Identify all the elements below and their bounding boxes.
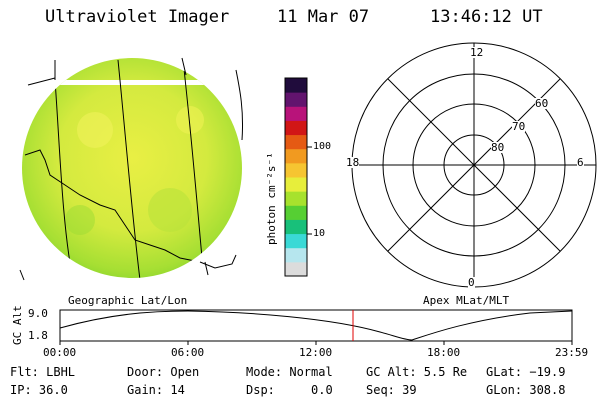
info-door: Door: Open (127, 365, 200, 379)
info-gc-alt: GC Alt: 5.5 Re (366, 365, 468, 379)
orbit-xtick-0600: 06:00 (171, 346, 205, 359)
colorbar-segment (285, 92, 307, 107)
colorbar-segment (285, 106, 307, 121)
colorbar-segment (285, 148, 307, 164)
info-mode: Mode: Normal (246, 365, 333, 379)
colorbar-segment (285, 191, 307, 206)
orbit-xtick-1200: 12:00 (299, 346, 333, 359)
info-dsp: Dsp: 0.0 (246, 383, 333, 397)
info-glon: GLon: 308.8 (486, 383, 566, 397)
orbit-altitude-curve (59, 310, 573, 341)
info-seq: Seq: 39 (366, 383, 417, 397)
colorbar-tick-10: 10 (313, 228, 326, 239)
colorbar-segment (285, 78, 307, 93)
colorbar-segment (285, 233, 307, 249)
colorbar-tick-100: 100 (313, 141, 332, 152)
orbit-ytick-bottom: 1.8 (28, 329, 48, 342)
polar-ring-60: 60 (535, 97, 549, 110)
info-glat: GLat: −19.9 (486, 365, 566, 379)
colorbar-segment (285, 134, 307, 150)
polar-label-6: 6 (577, 156, 584, 169)
colorbar-segment (285, 205, 307, 220)
colorbar-segment (285, 120, 307, 136)
polar-label-18: 18 (346, 156, 360, 169)
instrument-title: Ultraviolet Imager (45, 7, 230, 27)
info-filter: Flt: LBHL (10, 365, 76, 379)
orbit-xtick-0000: 00:00 (43, 346, 77, 359)
time-label: 13:46:12 UT (430, 7, 543, 27)
info-gain: Gain: 14 (127, 383, 185, 397)
orbit-ylabel: GC Alt (11, 305, 24, 345)
orbit-xtick-1800: 18:00 (427, 346, 461, 359)
polar-ring-80: 80 (491, 141, 505, 154)
polar-label-12: 12 (470, 46, 484, 59)
date-label: 11 Mar 07 (277, 7, 370, 27)
polar-label-0: 0 (468, 276, 475, 289)
colorbar-segment (285, 177, 307, 192)
colorbar-segment (285, 261, 307, 277)
info-ip: IP: 36.0 (10, 383, 68, 397)
colorbar-segment (285, 219, 307, 235)
colorbar-segment (285, 162, 307, 178)
earth-disk (22, 58, 242, 278)
polar-ring-70: 70 (512, 120, 526, 133)
caption-geographic: Geographic Lat/Lon (68, 294, 188, 307)
orbit-ytick-top: 9.0 (28, 307, 48, 320)
orbit-xtick-2359: 23:59 (555, 346, 589, 359)
caption-apex: Apex MLat/MLT (423, 294, 510, 307)
colorbar-segment (285, 247, 307, 263)
